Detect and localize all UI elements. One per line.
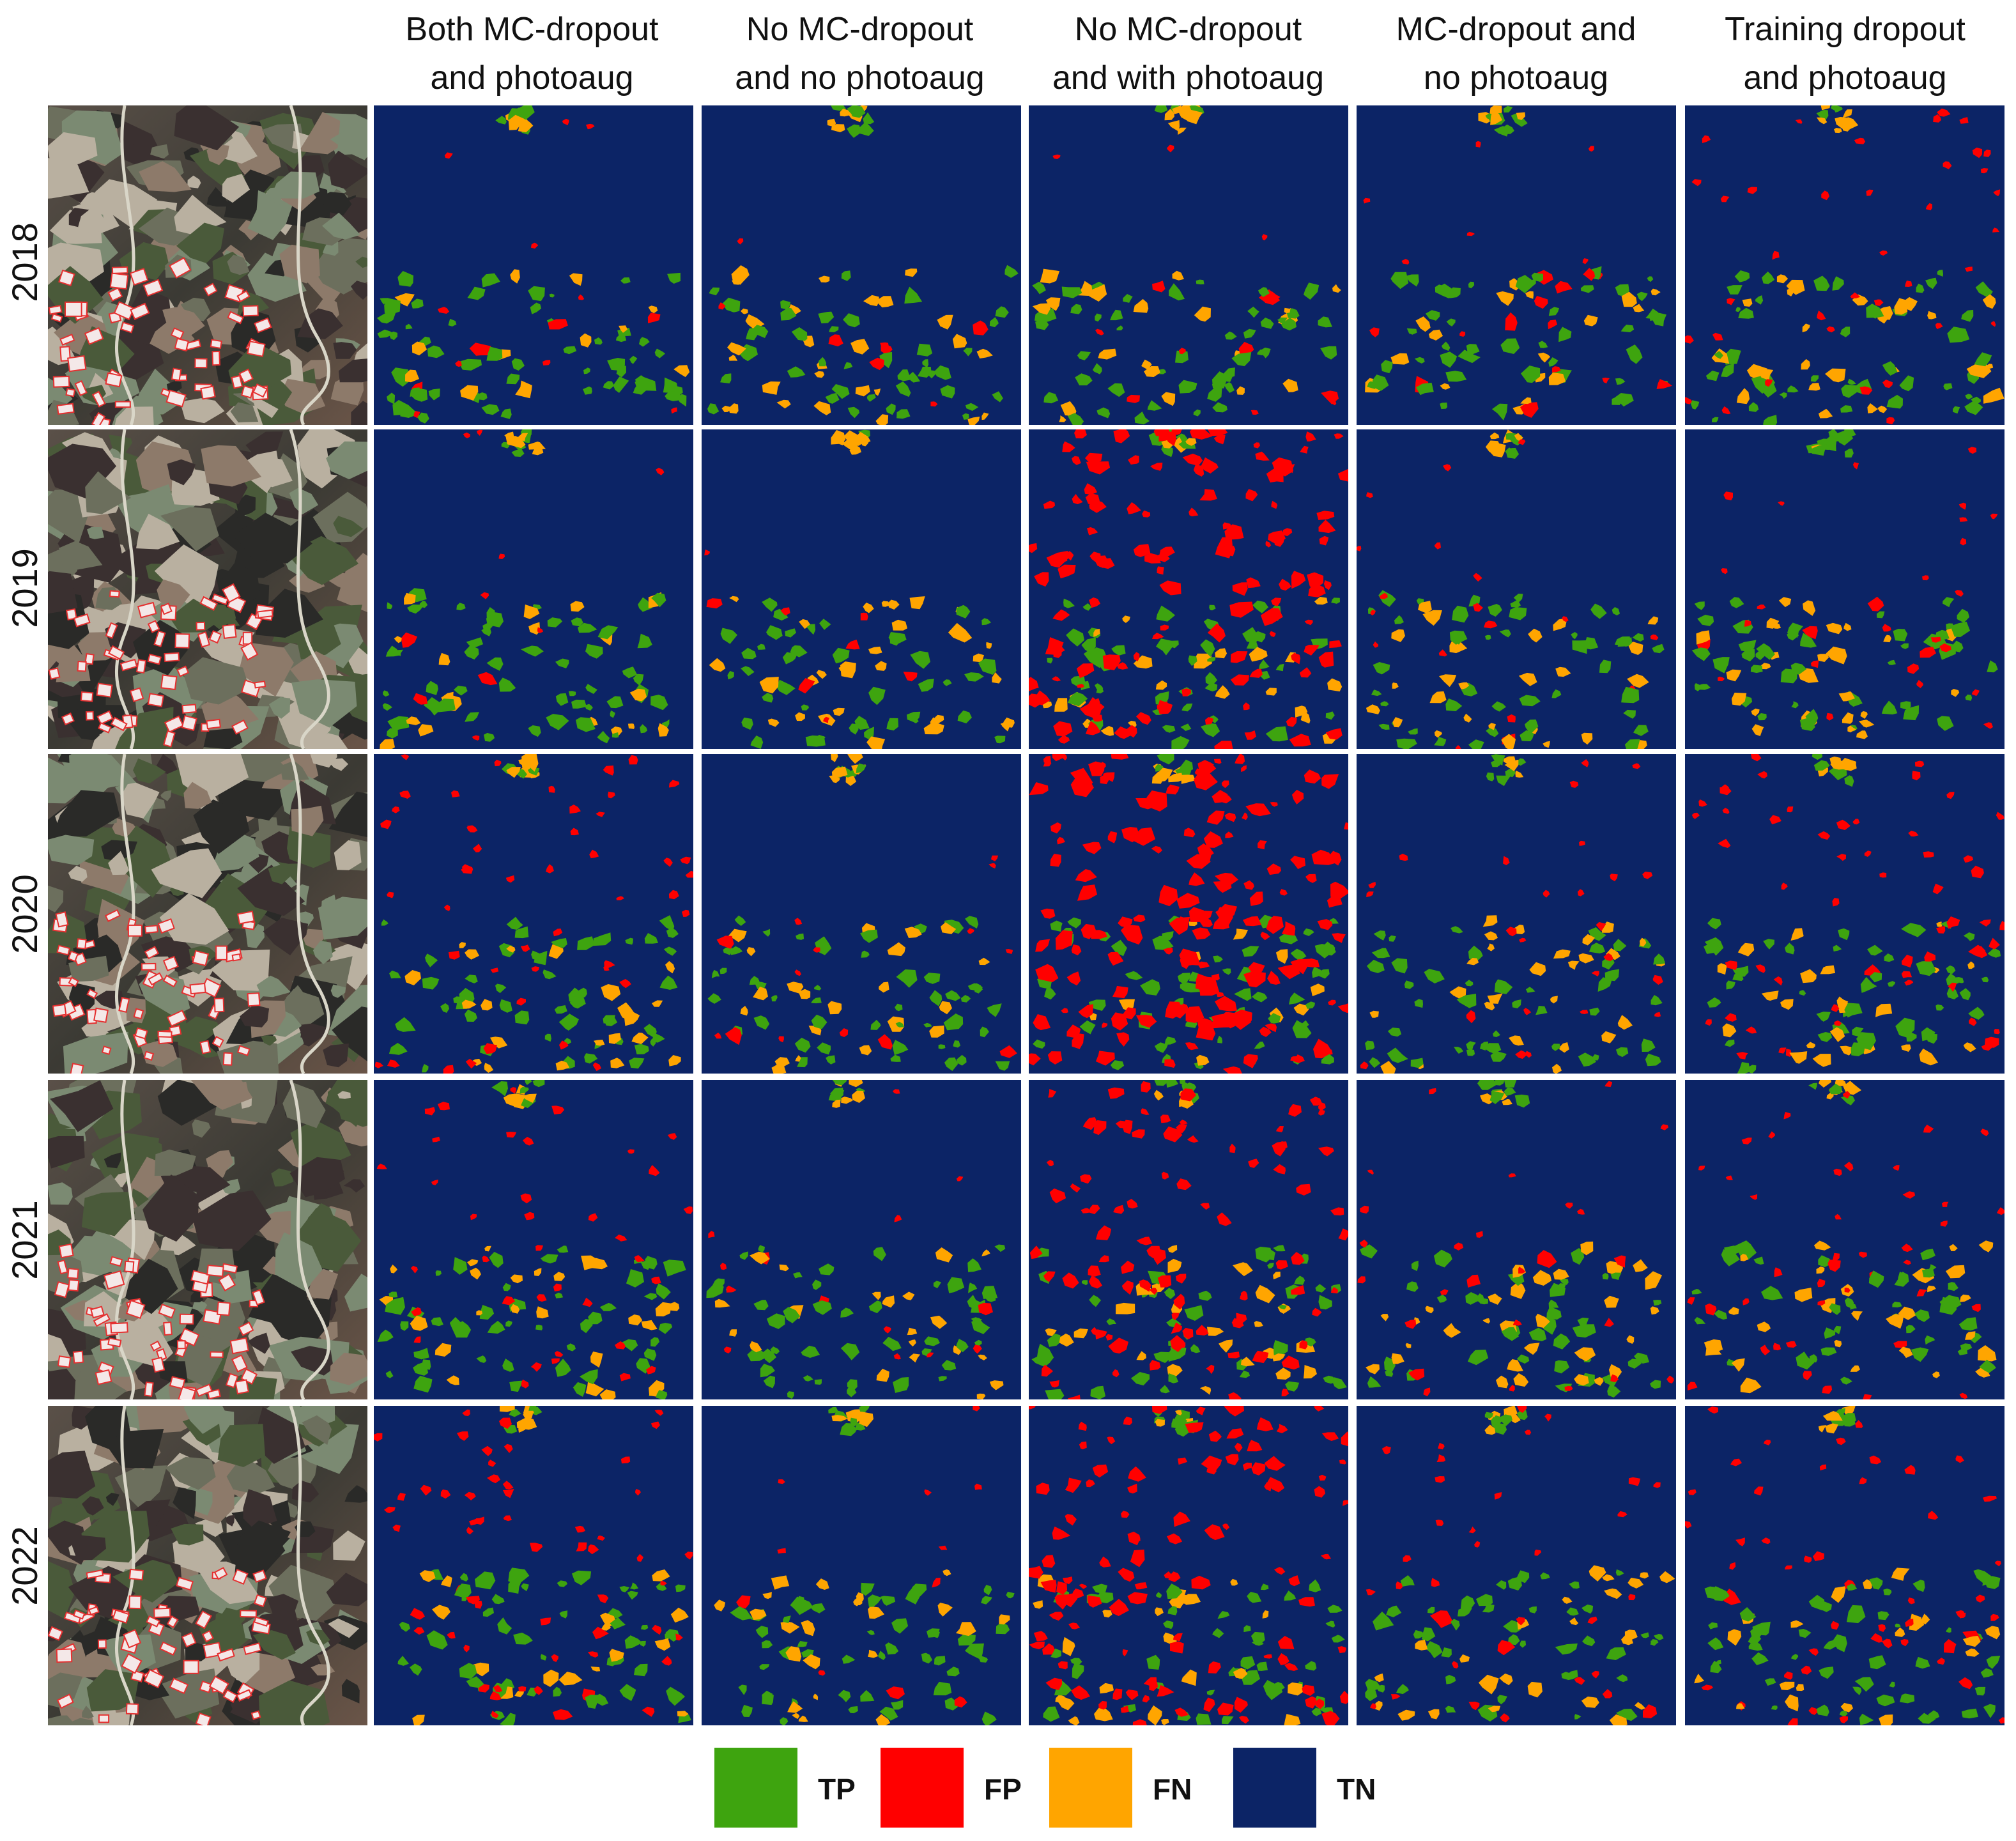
column-header-line: Both MC-dropout [405,11,659,48]
year-label: 2019 [4,548,45,628]
legend-label: TN [1337,1773,1376,1806]
prediction-map-tile [1685,429,2004,749]
prediction-map-tile [1685,754,2004,1074]
prediction-map-tile [374,1406,693,1725]
column-header-line: No MC-dropout [1074,11,1302,48]
satellite-image-tile [48,754,367,1074]
year-label: 2021 [4,1199,45,1280]
prediction-map-tile [1357,1406,1676,1725]
column-header-line: MC-dropout and [1396,11,1636,48]
prediction-map-tile [702,1406,1021,1725]
row-label-2022: 2022 [4,1406,45,1725]
year-label: 2020 [4,874,45,954]
legend-label: FN [1153,1773,1192,1806]
prediction-map-tile [1029,105,1348,425]
prediction-map-tile [1357,1080,1676,1399]
year-label: 2018 [4,222,45,302]
row-label-2018: 2018 [4,102,45,422]
prediction-map-tile [1357,754,1676,1074]
prediction-map-tile [1685,1406,2004,1725]
column-header-line: and with photoaug [1052,59,1324,96]
satellite-image-tile [48,105,367,425]
legend-swatch-fn [1049,1748,1132,1828]
column-header-line: Training dropout [1725,11,1966,48]
legend-label: FP [984,1773,1022,1806]
satellite-image-tile [48,1406,367,1725]
column-header-1: Both MC-dropout and photoaug [367,5,696,101]
prediction-map-tile [1029,754,1348,1074]
prediction-map-tile [1685,1080,2004,1399]
column-header-5: Training dropout and photoaug [1681,5,2010,101]
row-label-2019: 2019 [4,428,45,748]
year-label: 2022 [4,1525,45,1606]
prediction-map-tile [374,429,693,749]
column-header-line: and photoaug [1743,59,1947,96]
prediction-map-tile [702,1080,1021,1399]
prediction-map-tile [1357,429,1676,749]
row-label-2021: 2021 [4,1080,45,1399]
prediction-map-tile [374,1080,693,1399]
prediction-map-tile [374,754,693,1074]
prediction-map-tile [374,105,693,425]
legend-swatch-tn [1233,1748,1316,1828]
column-header-line: and no photoaug [735,59,985,96]
prediction-map-tile [1029,1080,1348,1399]
satellite-image-tile [48,429,367,749]
prediction-map-tile [1029,1406,1348,1725]
prediction-map-tile [1685,105,2004,425]
legend-swatch-tp [714,1748,797,1828]
prediction-map-tile [1029,429,1348,749]
satellite-image-tile [48,1080,367,1399]
prediction-map-tile [1357,105,1676,425]
prediction-map-tile [702,105,1021,425]
column-header-2: No MC-dropout and no photoaug [695,5,1024,101]
column-header-line: no photoaug [1423,59,1609,96]
legend-swatch-fp [881,1748,964,1828]
prediction-map-tile [702,754,1021,1074]
row-label-2020: 2020 [4,754,45,1074]
column-header-line: No MC-dropout [746,11,974,48]
column-header-line: and photoaug [430,59,634,96]
column-header-4: MC-dropout and no photoaug [1351,5,1681,101]
prediction-map-tile [702,429,1021,749]
column-header-3: No MC-dropout and with photoaug [1024,5,1353,101]
legend-label: TP [818,1773,856,1806]
